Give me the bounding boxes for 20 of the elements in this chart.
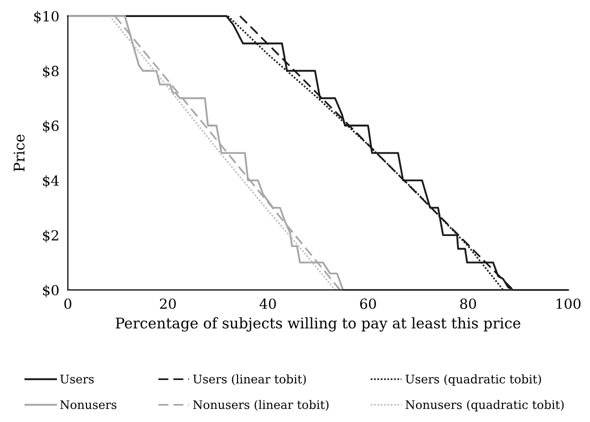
y-tick-label: $4 bbox=[43, 175, 59, 188]
legend-label: Nonusers (linear tobit) bbox=[193, 400, 329, 411]
y-tick-label: $8 bbox=[43, 66, 59, 78]
y-tick-label: $2 bbox=[43, 230, 58, 242]
y-tick-label: $0 bbox=[43, 284, 59, 298]
legend-label: Nonusers bbox=[60, 400, 116, 410]
x-tick-label: 60 bbox=[360, 298, 376, 309]
x-tick-label: 80 bbox=[460, 298, 476, 309]
legend-label: Users (quadratic tobit) bbox=[406, 374, 541, 386]
x-axis-title: Percentage of subjects willing to pay at least this price bbox=[116, 317, 520, 332]
y-tick-label: $6 bbox=[43, 120, 59, 133]
y-axis-title: Price bbox=[14, 134, 25, 172]
legend-label: Users bbox=[60, 374, 94, 384]
x-tick-label: 40 bbox=[260, 298, 276, 309]
x-tick-label: 0 bbox=[64, 298, 72, 309]
legend-label: Users (linear tobit) bbox=[193, 374, 306, 386]
y-tick-label: $10 bbox=[34, 10, 59, 24]
x-tick-label: 100 bbox=[556, 298, 580, 309]
legend-label: Nonusers (quadratic tobit) bbox=[406, 400, 564, 412]
x-tick-label: 20 bbox=[160, 298, 176, 309]
